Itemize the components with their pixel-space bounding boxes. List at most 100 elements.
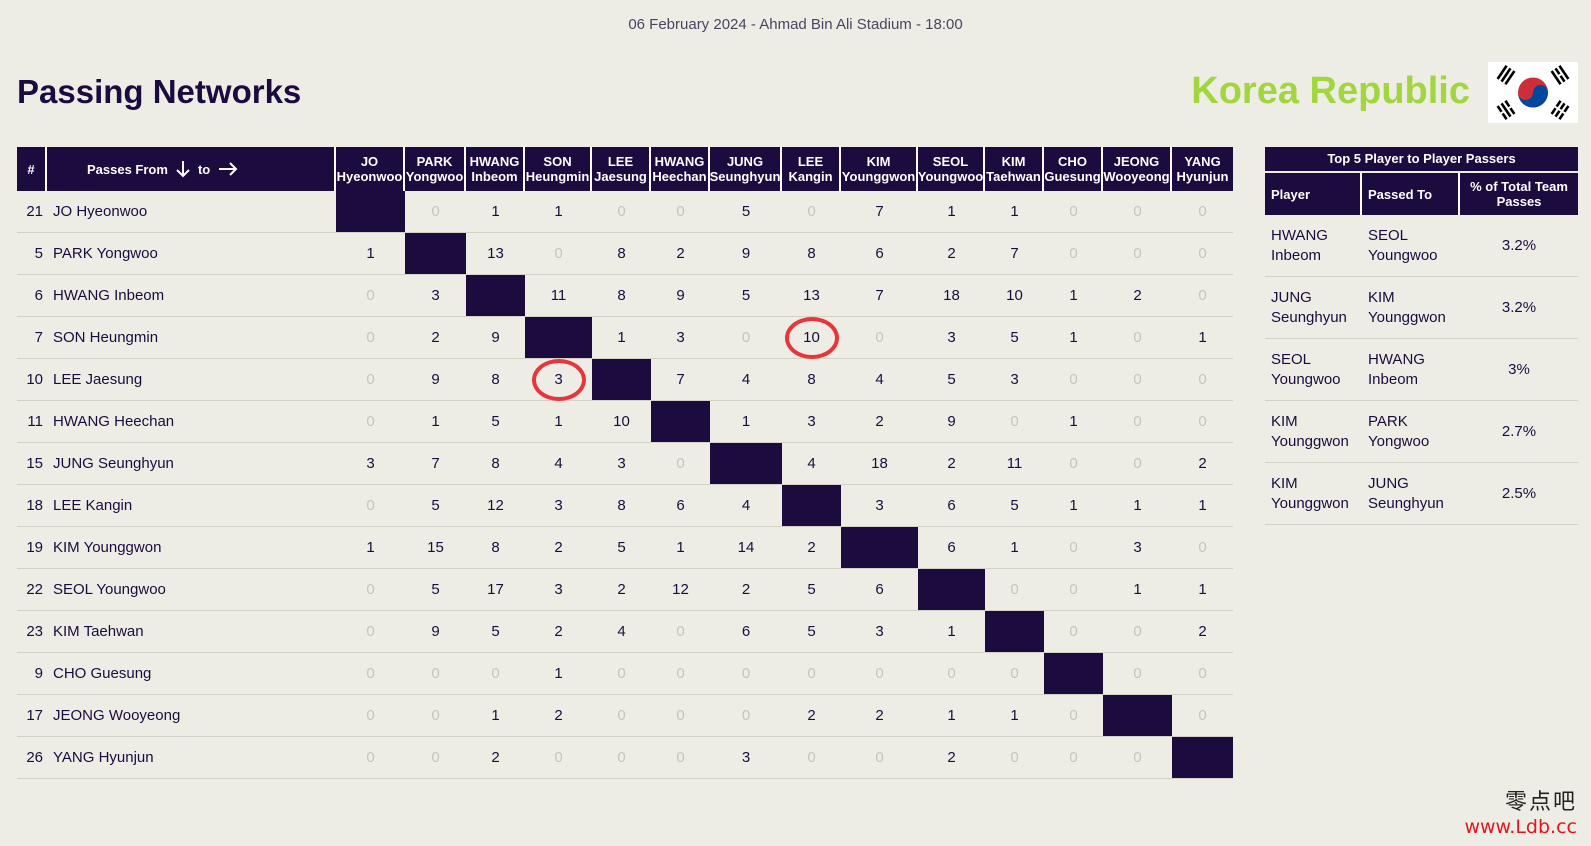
pass-count: 0 [1198, 707, 1207, 724]
shirt-number: 17 [26, 707, 43, 724]
column-header-line2: Taehwan [986, 169, 1041, 184]
column-header: LEE Jaesung [592, 147, 651, 191]
pass-count: 0 [1198, 665, 1207, 682]
pass-count: 12 [672, 581, 689, 598]
pass-count: 0 [1069, 749, 1078, 766]
top5-player-last: Younggwon [1271, 432, 1349, 450]
match-info: 06 February 2024 - Ahmad Bin Ali Stadium… [628, 16, 963, 33]
pass-count-highlighted: 3 [525, 359, 592, 400]
pass-count: 3 [366, 455, 375, 472]
pass-count: 2 [875, 413, 884, 430]
pass-count: 0 [366, 707, 375, 724]
pass-count: 1 [947, 623, 956, 640]
pass-count: 15 [427, 539, 444, 556]
pass-count: 0 [1133, 371, 1142, 388]
pass-count: 4 [875, 371, 884, 388]
passes-from-to-header: Passes From to [47, 147, 336, 191]
top5-pct: 3% [1508, 360, 1530, 378]
pass-count: 7 [875, 203, 884, 220]
passes-from-label: Passes From [87, 161, 168, 177]
pass-count: 0 [617, 203, 626, 220]
top5-body: HWANG Inbeom SEOL Youngwoo 3.2% JUNG Seunghyun… [1265, 215, 1578, 525]
korea-flag-icon [1488, 62, 1578, 123]
player-name: KIM Younggwon [53, 539, 162, 556]
shirt-number: 18 [26, 497, 43, 514]
pass-count: 3 [617, 455, 626, 472]
pass-count: 0 [947, 665, 956, 682]
pass-count: 5 [807, 623, 816, 640]
pass-count: 3 [431, 287, 440, 304]
player-name: HWANG Inbeom [53, 287, 165, 304]
pass-count: 2 [807, 707, 816, 724]
pass-count: 2 [676, 245, 685, 262]
pass-count: 5 [947, 371, 956, 388]
diagonal-cell [336, 191, 405, 232]
top5-passed-to: JUNG Seunghyun [1362, 463, 1460, 524]
shirt-number: 11 [27, 413, 43, 430]
pass-count: 18 [943, 287, 960, 304]
player-name: JO Hyeonwoo [53, 203, 148, 220]
pass-count: 0 [875, 749, 884, 766]
pass-count: 0 [1069, 455, 1078, 472]
column-header: YANG Hyunjun [1172, 147, 1233, 191]
pass-count: 9 [431, 623, 440, 640]
pass-count: 0 [431, 707, 440, 724]
column-header-line1: PARK [416, 154, 453, 169]
pass-count: 3 [1133, 539, 1142, 556]
diagonal-cell [651, 401, 710, 442]
top5-to-first: KIM [1368, 288, 1395, 306]
pass-count: 0 [1133, 203, 1142, 220]
top5-passed-to: HWANG Inbeom [1362, 339, 1460, 400]
shirt-number: 9 [34, 665, 43, 682]
top5-row: JUNG Seunghyun KIM Younggwon 3.2% [1265, 277, 1578, 339]
diagonal-cell [710, 443, 782, 484]
top5-passed-to: KIM Younggwon [1362, 277, 1460, 338]
pass-count: 8 [807, 245, 816, 262]
pass-count: 5 [617, 539, 626, 556]
pass-count: 1 [1010, 539, 1019, 556]
top5-pct: 2.7% [1501, 422, 1537, 440]
column-header-line1: JEONG [1113, 154, 1160, 169]
player-name: SON Heungmin [53, 329, 159, 346]
column-header-line2: Kangin [788, 169, 833, 184]
column-header: PARK Yongwoo [405, 147, 466, 191]
pass-count: 0 [366, 623, 375, 640]
pass-count: 1 [554, 203, 563, 220]
shirt-number: 15 [26, 455, 43, 472]
pass-count: 12 [487, 497, 504, 514]
pass-count: 0 [1010, 749, 1019, 766]
pass-count: 2 [1198, 455, 1207, 472]
player-name: CHO Guesung [53, 665, 152, 682]
column-header: JUNG Seunghyun [710, 147, 782, 191]
pass-count: 0 [676, 203, 685, 220]
column-header: HWANG Inbeom [466, 147, 525, 191]
pass-count: 6 [947, 539, 956, 556]
top5-pct: 3.2% [1501, 236, 1537, 254]
pass-count: 5 [1010, 497, 1019, 514]
pass-count: 0 [1133, 623, 1142, 640]
pass-count: 1 [947, 203, 956, 220]
pass-count: 0 [741, 329, 751, 346]
pass-count: 0 [366, 287, 375, 304]
pass-count: 0 [676, 455, 685, 472]
top5-header-row: Player Passed To % of Total Team Passes [1265, 173, 1578, 215]
top5-player: SEOL Youngwoo [1265, 339, 1362, 400]
diagonal-cell [985, 611, 1044, 652]
pass-count: 2 [491, 749, 500, 766]
pass-count: 0 [1198, 371, 1207, 388]
top5-to-first: PARK [1368, 412, 1408, 430]
to-label: to [197, 161, 211, 177]
column-header-line2: Guesung [1044, 169, 1101, 184]
top5-table: Top 5 Player to Player Passers Player Pa… [1265, 147, 1578, 525]
pass-count: 5 [491, 623, 500, 640]
top5-header-pct: % of Total Team Passes [1460, 173, 1578, 215]
column-header-line1: HWANG [469, 154, 520, 169]
pass-count: 0 [875, 665, 884, 682]
pass-count: 2 [1198, 623, 1207, 640]
column-header-line1: YANG [1184, 154, 1221, 169]
pass-count: 9 [431, 371, 440, 388]
matrix-row: 11 HWANG Heechan 0 1 5 1 10 1 3 2 9 0 1 0 0 [17, 401, 1233, 443]
pass-count: 1 [1198, 497, 1207, 514]
top5-player: KIM Younggwon [1265, 401, 1362, 462]
pass-count: 1 [554, 413, 563, 430]
